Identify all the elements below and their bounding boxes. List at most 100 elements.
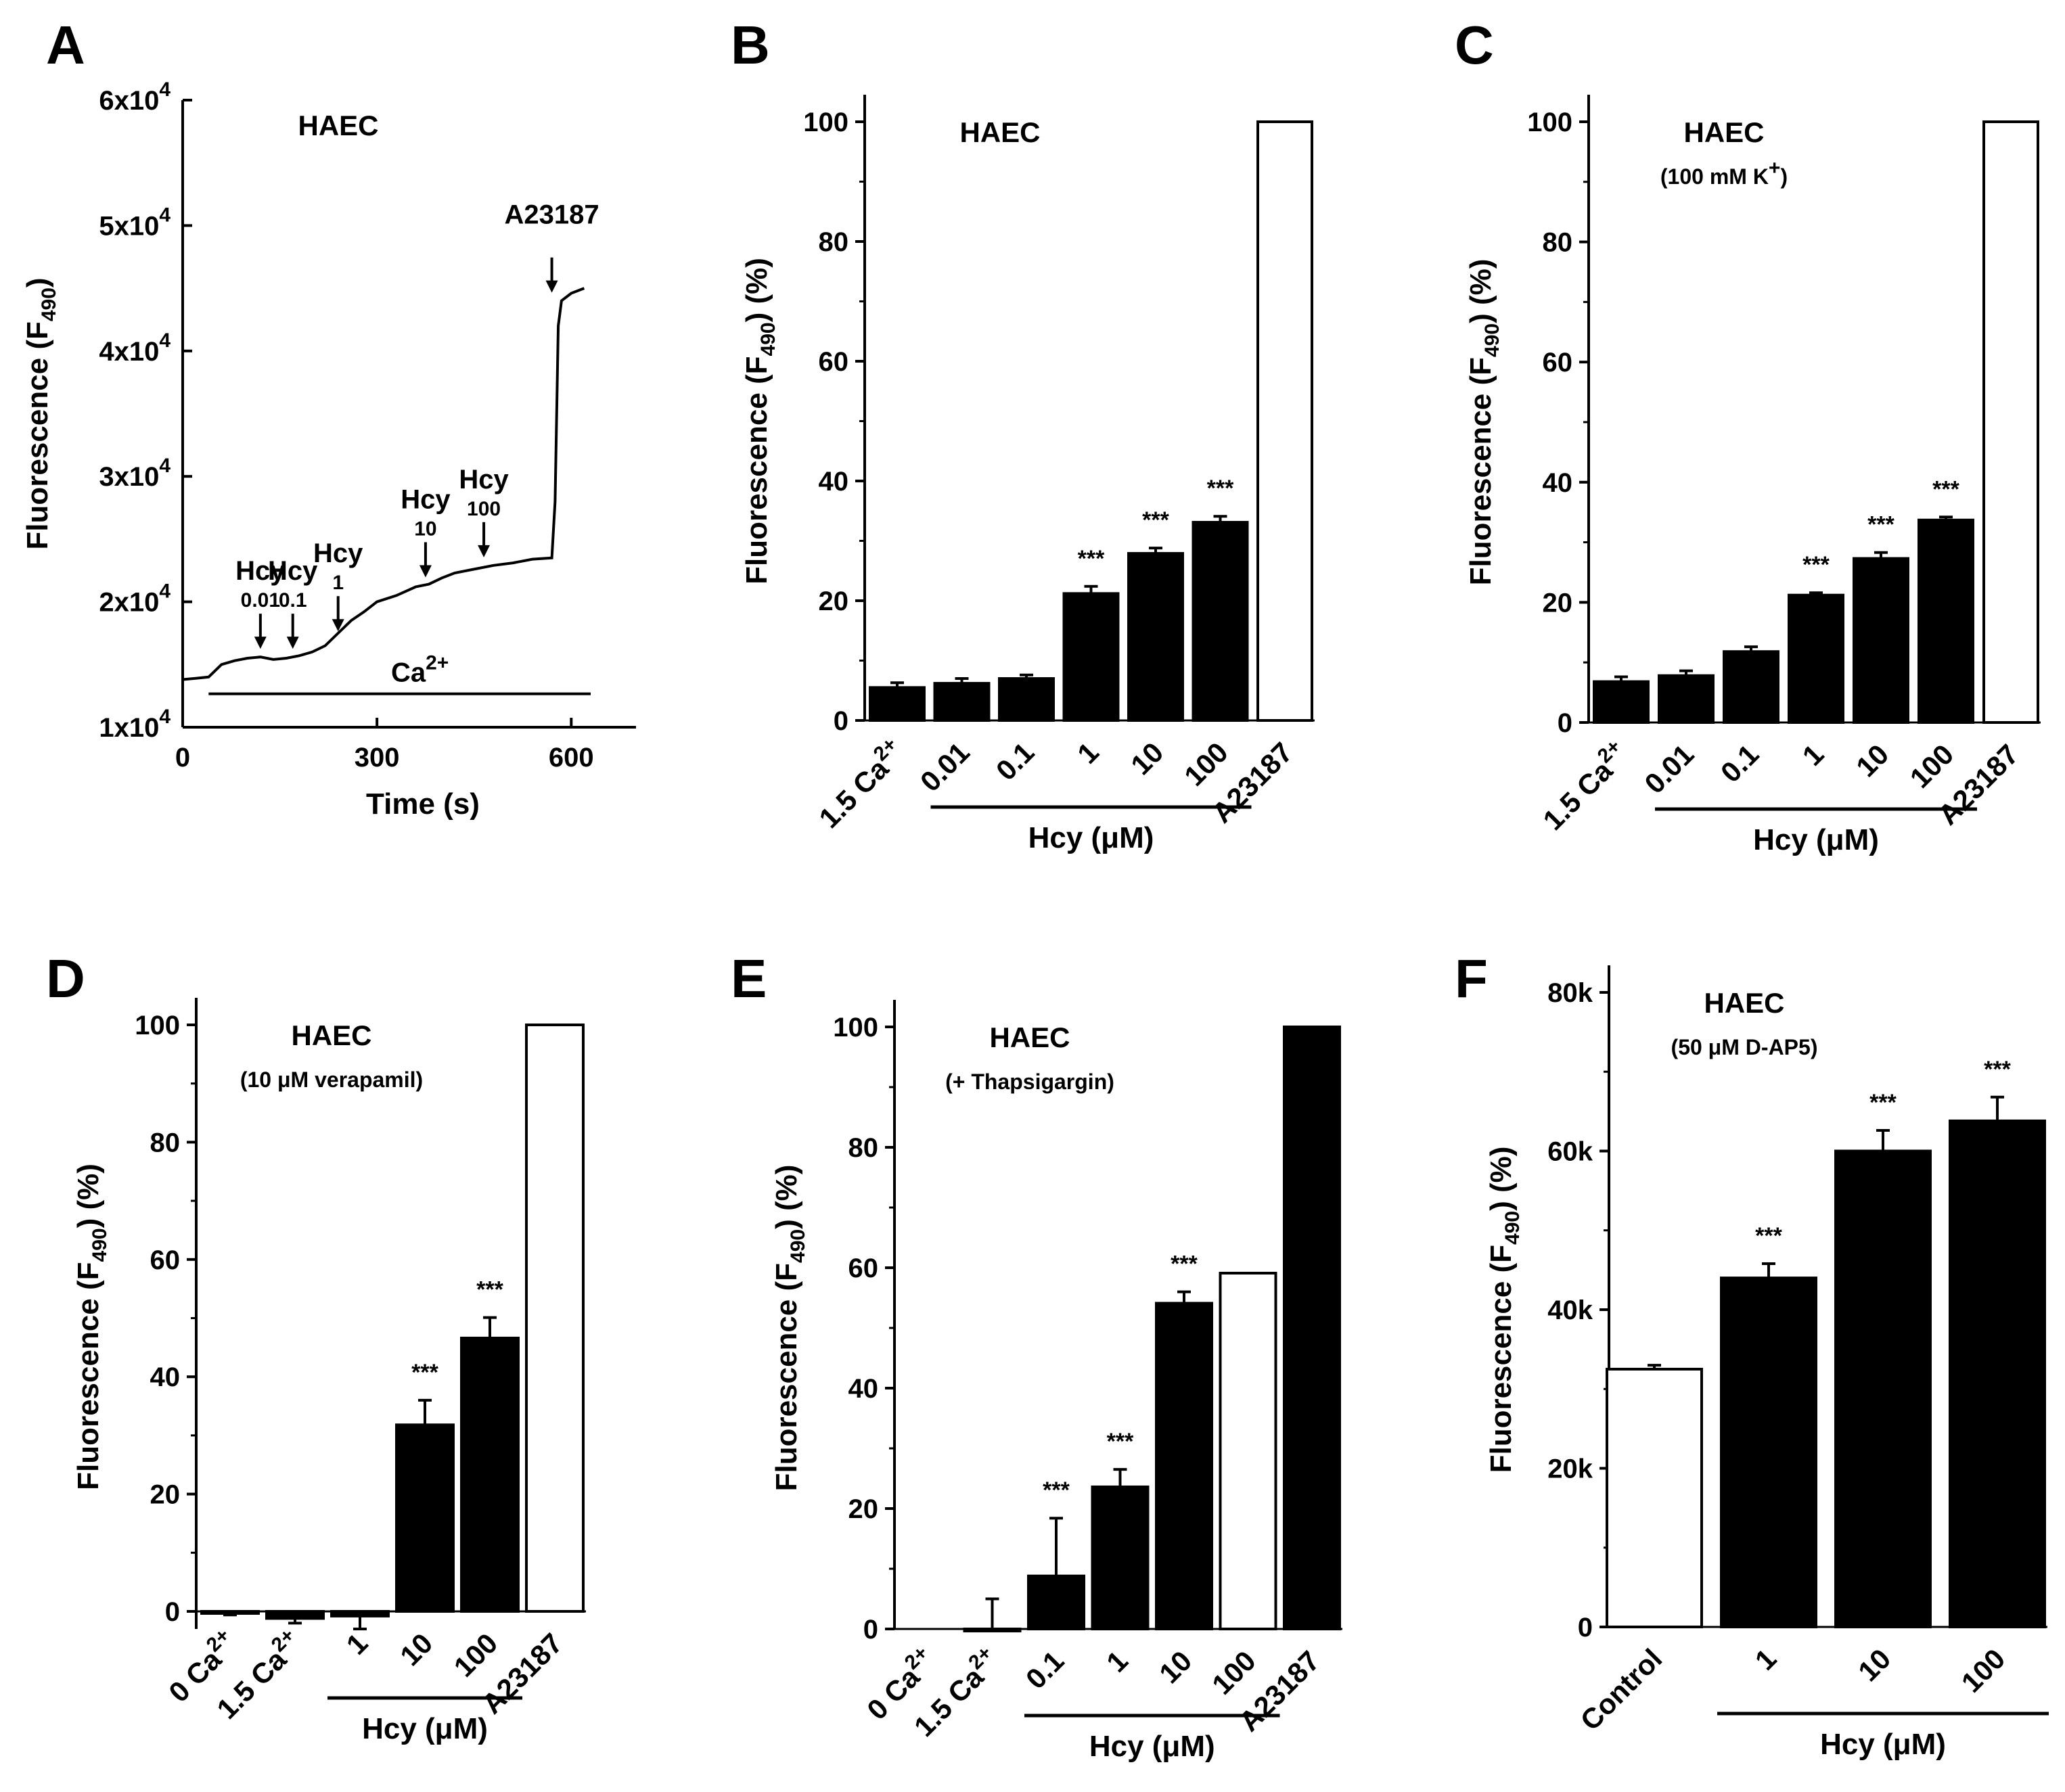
- x-category-label: 1.5 Ca2+: [1534, 735, 1635, 836]
- bar: [1720, 1277, 1817, 1628]
- x-category-label: 100: [1206, 1645, 1262, 1701]
- bar: [525, 1024, 585, 1613]
- y-axis-label: Fluorescence (F490): [21, 277, 60, 549]
- y-axis-label-main: Fluorescence (F: [1464, 357, 1497, 585]
- y-tick-label: 80: [150, 1128, 181, 1157]
- y-tick-label: 100: [833, 1013, 878, 1042]
- group-label: Hcy (μM): [1753, 823, 1879, 856]
- y-axis-label-subscript: 490: [38, 288, 60, 321]
- x-category-main: 0.1: [1715, 738, 1765, 789]
- x-category-main: 100: [1178, 736, 1234, 792]
- panel-letter: C: [1455, 15, 1494, 75]
- y-tick-label: 40: [150, 1362, 181, 1392]
- chart-title: HAEC: [1704, 987, 1784, 1019]
- y-tick-label: 40: [848, 1374, 879, 1404]
- chart-subtitle: (50 μM D-AP5): [1671, 1035, 1818, 1059]
- y-tick-exponent: 4: [159, 455, 171, 477]
- y-tick-label: 40: [819, 467, 849, 497]
- x-category-main: 1: [1796, 738, 1830, 772]
- y-axis-label-subscript: 490: [757, 322, 779, 356]
- arrow-label-sub: 1: [332, 572, 344, 594]
- y-tick-label: 0: [1578, 1613, 1593, 1642]
- x-category-label: 1: [1749, 1642, 1783, 1676]
- bar: [1834, 1149, 1932, 1628]
- x-category-main: 0.01: [1638, 738, 1700, 800]
- arrow-label: Hcy: [268, 556, 318, 586]
- panel-letter: E: [731, 948, 767, 1009]
- chart-subtitle: (100 mM K+): [1660, 157, 1788, 189]
- y-tick-label: 40: [1543, 468, 1573, 498]
- y-tick-label: 20: [1543, 588, 1573, 618]
- panel-letter: D: [46, 948, 85, 1009]
- y-tick-label: 60: [819, 347, 849, 377]
- y-axis-label: Fluorescence (F490) (%): [1464, 259, 1503, 586]
- arrow-label-sub: 100: [467, 498, 501, 520]
- chart-title: HAEC: [989, 1021, 1070, 1053]
- y-tick-label: 5x104: [99, 204, 171, 241]
- y-axis-label: Fluorescence (F490) (%): [740, 258, 779, 584]
- y-tick-label: 20k: [1547, 1454, 1593, 1484]
- y-tick-label: 100: [135, 1011, 180, 1040]
- x-category-main: 1.5 Ca: [813, 752, 894, 834]
- x-category-label: 10: [1125, 736, 1169, 781]
- y-axis-label-main: Fluorescence (F: [72, 1262, 105, 1490]
- y-axis-label-tail: ) (%): [1484, 1147, 1518, 1211]
- arrow-label: Hcy: [313, 538, 363, 568]
- calcium-bar-label-main: Ca: [391, 658, 426, 688]
- bar: [1723, 650, 1779, 724]
- x-category-label: 1: [1071, 736, 1105, 770]
- chart-title: HAEC: [291, 1019, 371, 1051]
- x-tick-label: 600: [549, 743, 594, 773]
- significance-label: ***: [1142, 507, 1169, 533]
- significance-label: ***: [1107, 1429, 1134, 1454]
- fluorescence-trace: [182, 287, 585, 681]
- y-axis-label-tail: ) (%): [72, 1164, 105, 1228]
- y-tick-label: 80: [848, 1133, 879, 1163]
- arrow-label-main: Hcy: [268, 556, 318, 586]
- x-category-main: 1: [1071, 736, 1105, 770]
- x-category-main: 10: [1125, 736, 1169, 781]
- y-tick-label: 80: [1543, 228, 1573, 258]
- y-tick-label: 80: [819, 227, 849, 257]
- bar: [1918, 518, 1974, 725]
- x-tick-label: 0: [175, 743, 190, 773]
- significance-label: ***: [1207, 476, 1234, 501]
- x-category-main: 10: [394, 1627, 438, 1672]
- group-label: Hcy (μM): [1089, 1730, 1215, 1763]
- x-category-label: 100: [1178, 736, 1234, 792]
- panel-letter: F: [1455, 948, 1488, 1009]
- significance-label: ***: [1802, 552, 1830, 578]
- significance-label: ***: [1932, 476, 1959, 502]
- bar: [1256, 120, 1313, 722]
- x-category-label: 0.01: [1638, 738, 1700, 800]
- arrow-label: Hcy: [235, 556, 286, 586]
- y-tick-label: 6x104: [99, 78, 171, 116]
- x-category-label: 0.1: [1020, 1645, 1070, 1695]
- x-category-main: 1: [1100, 1645, 1134, 1678]
- chart-subtitle: (+ Thapsigargin): [945, 1070, 1114, 1094]
- x-tick-label: 300: [355, 743, 400, 773]
- significance-label: ***: [1984, 1057, 2011, 1082]
- y-tick-label: 40k: [1547, 1295, 1593, 1325]
- arrow-label-sub: 0.1: [279, 589, 307, 612]
- x-category-main: 100: [1904, 738, 1960, 794]
- bar: [265, 1609, 325, 1620]
- y-axis-label-subscript: 490: [787, 1229, 809, 1263]
- y-axis-label: Fluorescence (F490) (%): [770, 1165, 809, 1492]
- panel-d: D 0 20 40 60 80 100 Fluorescence (F490) (%) HAEC…: [46, 948, 586, 1745]
- significance-label: ***: [1869, 1090, 1897, 1116]
- bar: [1127, 552, 1184, 722]
- x-category-label: 10: [1153, 1645, 1198, 1689]
- x-category-label: 0.1: [990, 736, 1041, 787]
- bar: [1658, 674, 1715, 725]
- y-tick-label: 80k: [1547, 978, 1593, 1008]
- y-axis-label-tail: ): [21, 277, 54, 288]
- y-tick-exponent: 4: [159, 580, 171, 603]
- bar: [1982, 120, 2039, 724]
- y-axis-label-main: Fluorescence (F: [770, 1263, 803, 1491]
- y-axis-label-main: Fluorescence (F: [1484, 1245, 1518, 1473]
- arrow-head: [332, 619, 344, 632]
- arrow-head: [419, 565, 432, 578]
- bar: [1192, 521, 1249, 722]
- y-axis-label-main: Fluorescence (F: [21, 321, 54, 549]
